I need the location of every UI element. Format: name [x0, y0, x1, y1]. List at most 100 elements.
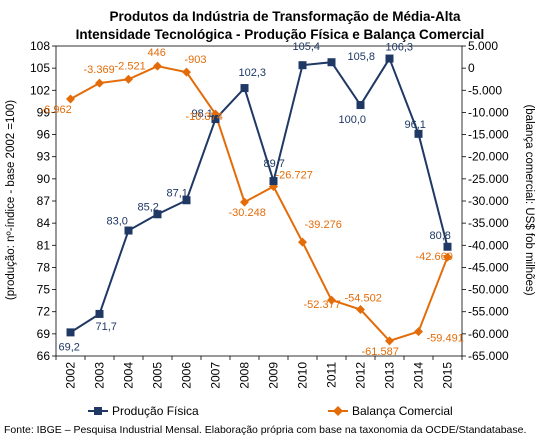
x-tick-label: 2005 — [151, 362, 165, 389]
y-left-tick-label: 90 — [37, 172, 51, 186]
chart-subtitle: Intensidade Tecnológica - Produção Físic… — [76, 27, 485, 42]
x-tick-label: 2014 — [412, 362, 426, 389]
producao-point — [66, 328, 75, 337]
x-tick-label: 2011 — [325, 362, 339, 388]
y-left-tick-label: 96 — [37, 128, 51, 142]
producao-data-label: 71,7 — [96, 321, 117, 333]
x-tick-label: 2004 — [122, 362, 136, 389]
balanca-data-label: -6.962 — [41, 104, 72, 116]
legend-marker-balanca — [333, 406, 343, 416]
producao-data-label: 85,2 — [138, 201, 159, 213]
balanca-data-label: -54.502 — [345, 293, 382, 305]
balanca-data-label: -61.587 — [362, 346, 399, 358]
legend-marker-producao — [94, 407, 102, 415]
y-right-tick-label: -30.000 — [468, 194, 509, 208]
y-right-tick-label: -60.000 — [468, 327, 509, 341]
y-right-tick-label: 0 — [468, 61, 475, 75]
y-right-tick-label: -65.000 — [468, 349, 509, 363]
y-right-tick-label: -5.000 — [468, 83, 502, 97]
balanca-point — [414, 327, 423, 337]
balanca-point — [66, 94, 75, 104]
producao-data-label: 83,0 — [107, 216, 128, 228]
balanca-point — [356, 305, 365, 315]
producao-point — [443, 242, 452, 251]
balanca-data-label: -42.660 — [416, 251, 453, 263]
y-right-axis-label: (balança comercial: US$ fob milhões) — [523, 104, 535, 295]
balanca-data-label: -2.521 — [115, 60, 146, 72]
producao-point — [240, 84, 249, 93]
producao-data-label: 89,7 — [264, 158, 285, 170]
producao-data-label: 80,8 — [430, 230, 451, 242]
balanca-point — [298, 237, 307, 247]
plot-area: 66 69 72 75 78 81 84 87 90 93 96 99 102 105 108 5.000 0 -… — [30, 39, 509, 389]
y-right-tick-label: -15.000 — [468, 128, 509, 142]
legend-label-producao: Produção Física — [112, 404, 199, 418]
y-right-tick-label: -55.000 — [468, 305, 509, 319]
y-right-tick-label: -40.000 — [468, 238, 509, 252]
producao-data-label: 96,1 — [405, 119, 426, 131]
y-right-tick-label: -35.000 — [468, 216, 509, 230]
producao-data-label: 69,2 — [59, 341, 80, 353]
balanca-point — [385, 336, 394, 346]
y-right-tick-label: -45.000 — [468, 260, 509, 274]
y-left-tick-label: 72 — [37, 305, 51, 319]
y-right-tick-label: -25.000 — [468, 172, 509, 186]
y-right-tick-label: -10.000 — [468, 105, 509, 119]
producao-point — [124, 226, 133, 235]
producao-point — [95, 309, 104, 318]
balanca-data-label: -39.276 — [305, 219, 342, 231]
balanca-point — [124, 74, 133, 84]
source-note: Fonte: IBGE – Pesquisa Industrial Mensal… — [4, 424, 526, 436]
balanca-data-label: -59.491 — [427, 333, 464, 345]
producao-data-label: 98,1 — [192, 108, 213, 120]
y-left-tick-label: 78 — [37, 260, 51, 274]
series-line-balanca-comercial — [70, 65, 449, 343]
producao-point — [269, 177, 278, 186]
y-left-tick-label: 108 — [30, 39, 50, 53]
y-left-axis-label: (produção: nº-índice - base 2002 =100) — [5, 100, 17, 300]
x-tick-label: 2012 — [354, 362, 368, 389]
balanca-point — [182, 67, 191, 77]
balanca-data-label: -30.248 — [229, 207, 266, 219]
balanca-point — [443, 252, 452, 262]
plot-frame — [55, 45, 463, 357]
producao-data-label: 87,1 — [167, 187, 188, 199]
balanca-point — [327, 295, 336, 305]
y-left-tick-label: 81 — [37, 238, 51, 252]
x-tick-label: 2008 — [238, 362, 252, 389]
producao-data-label: 102,3 — [239, 67, 267, 79]
balanca-point — [95, 78, 104, 88]
y-right-tick-label: -20.000 — [468, 150, 509, 164]
balanca-data-label: 446 — [148, 47, 166, 59]
x-tick-label: 2006 — [180, 362, 194, 389]
y-left-tick-label: 69 — [37, 327, 51, 341]
y-left-tick-label: 75 — [37, 283, 51, 297]
producao-data-label: 105,8 — [348, 51, 376, 63]
balanca-point — [240, 197, 249, 207]
producao-point — [327, 58, 336, 67]
x-tick-label: 2015 — [441, 362, 455, 389]
y-left-tick-label: 87 — [37, 194, 51, 208]
producao-point — [414, 129, 423, 138]
producao-point — [211, 115, 220, 124]
x-tick-label: 2002 — [64, 362, 78, 389]
producao-point — [298, 61, 307, 70]
producao-point — [153, 210, 162, 219]
x-tick-label: 2003 — [93, 362, 107, 389]
producao-point — [182, 196, 191, 205]
producao-data-label: 105,4 — [293, 41, 321, 53]
chart-title: Produtos da Indústria de Transformação d… — [109, 9, 461, 24]
y-left-tick-label: 84 — [37, 216, 51, 230]
y-left-tick-label: 93 — [37, 150, 51, 164]
y-left-tick-label: 99 — [37, 105, 51, 119]
x-tick-label: 2010 — [296, 362, 310, 389]
x-tick-label: 2009 — [267, 362, 281, 389]
balanca-data-label: -26.727 — [276, 170, 313, 182]
balanca-data-label: -903 — [185, 54, 207, 66]
producao-data-label: 106,3 — [386, 42, 414, 54]
series-line-producao-fisica — [69, 56, 449, 334]
balanca-data-label: -3.369 — [84, 64, 115, 76]
producao-data-label: 100,0 — [339, 114, 367, 126]
